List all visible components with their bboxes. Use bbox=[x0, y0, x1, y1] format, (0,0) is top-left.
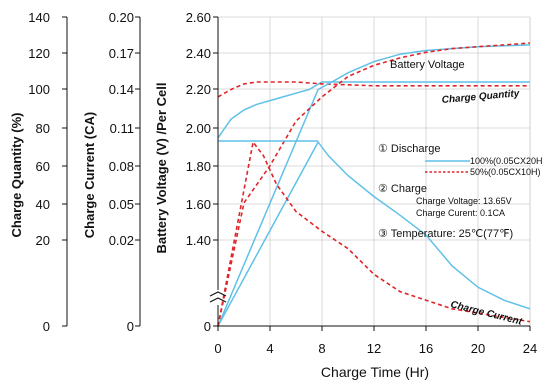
charge_quantity-tick-label: 40 bbox=[36, 197, 50, 212]
charge_current-tick-label: 0.05 bbox=[109, 197, 134, 212]
x-tick-label: 16 bbox=[419, 341, 433, 356]
charge_quantity-tick-label: 0 bbox=[43, 319, 50, 334]
series-line-charge_quantity-50 bbox=[217, 42, 531, 327]
battery_voltage-tick-label: 1.40 bbox=[186, 233, 211, 248]
series-line-charge_current-50 bbox=[217, 140, 531, 327]
x-tick-label: 4 bbox=[266, 341, 273, 356]
charge_quantity-tick-label: 100 bbox=[28, 82, 50, 97]
x-tick-label: 24 bbox=[523, 341, 537, 356]
battery-voltage-curve-label: Battery Voltage bbox=[390, 59, 465, 71]
charge-quantity-curve-label: Charge Quantity bbox=[441, 88, 520, 106]
charge_quantity-tick-label: 120 bbox=[28, 46, 50, 61]
series-line-battery_voltage-100 bbox=[217, 81, 530, 139]
charge_current-tick-label: 0.17 bbox=[109, 46, 134, 61]
battery_voltage-tick-label: 2.60 bbox=[186, 10, 211, 25]
series-line-battery_voltage-50 bbox=[217, 81, 530, 98]
battery_voltage-tick-label: 2.40 bbox=[186, 46, 211, 61]
x-tick-label: 12 bbox=[367, 341, 381, 356]
charge_current-tick-label: 0.11 bbox=[110, 121, 134, 136]
charge_quantity-tick-label: 60 bbox=[36, 159, 50, 174]
battery-voltage-axis-title: Battery Voltage (V) /Per Cell bbox=[154, 83, 169, 254]
series-layer bbox=[217, 42, 531, 327]
charge_quantity-tick-label: 20 bbox=[36, 233, 50, 248]
charge-current-axis-title: Charge Current (CA) bbox=[82, 112, 97, 238]
charge-quantity-axis-title: Charge Quantity (%) bbox=[9, 113, 24, 238]
charge_current-tick-label: 0.08 bbox=[109, 159, 134, 174]
battery_voltage-tick-label: 1.80 bbox=[186, 159, 211, 174]
axes-layer: 1401201008060402000.200.170.140.110.080.… bbox=[28, 10, 537, 356]
legend-charge-title: ② Charge bbox=[378, 183, 427, 195]
battery_voltage-tick-label: 1.60 bbox=[186, 197, 211, 212]
charge_current-tick-label: 0.20 bbox=[109, 10, 134, 25]
charge_quantity-tick-label: 140 bbox=[28, 10, 50, 25]
legend-charge-voltage: Charge Voltage: 13.65V bbox=[416, 196, 512, 206]
x-tick-label: 8 bbox=[318, 341, 325, 356]
legend-discharge-50: 50%(0.05CX10H) bbox=[470, 167, 541, 177]
x-axis-title: Charge Time (Hr) bbox=[321, 364, 429, 380]
battery_voltage-tick-label: 2.00 bbox=[186, 121, 211, 136]
legend-discharge-100: 100%(0.05CX20H) bbox=[470, 156, 543, 166]
legend-charge-current: Charge Curent: 0.1CA bbox=[416, 208, 505, 218]
battery_voltage-tick-label: 2.20 bbox=[186, 82, 211, 97]
charge_current-tick-label: 0 bbox=[127, 319, 134, 334]
legend-temperature: ③ Temperature: 25℃(77℉) bbox=[378, 228, 513, 240]
legend: ① Discharge 100%(0.05CX20H) 50%(0.05CX10… bbox=[378, 143, 543, 240]
axis-break-mark bbox=[209, 291, 227, 303]
charge_current-tick-label: 0.14 bbox=[109, 82, 134, 97]
battery_voltage-tick-label: 0 bbox=[204, 319, 211, 334]
legend-discharge-title: ① Discharge bbox=[378, 143, 440, 155]
charge_current-tick-label: 0.02 bbox=[109, 233, 134, 248]
charge_quantity-tick-label: 80 bbox=[36, 121, 50, 136]
x-tick-label: 0 bbox=[214, 341, 221, 356]
x-tick-label: 20 bbox=[471, 341, 485, 356]
series-line-charge_current-100 bbox=[217, 140, 531, 327]
